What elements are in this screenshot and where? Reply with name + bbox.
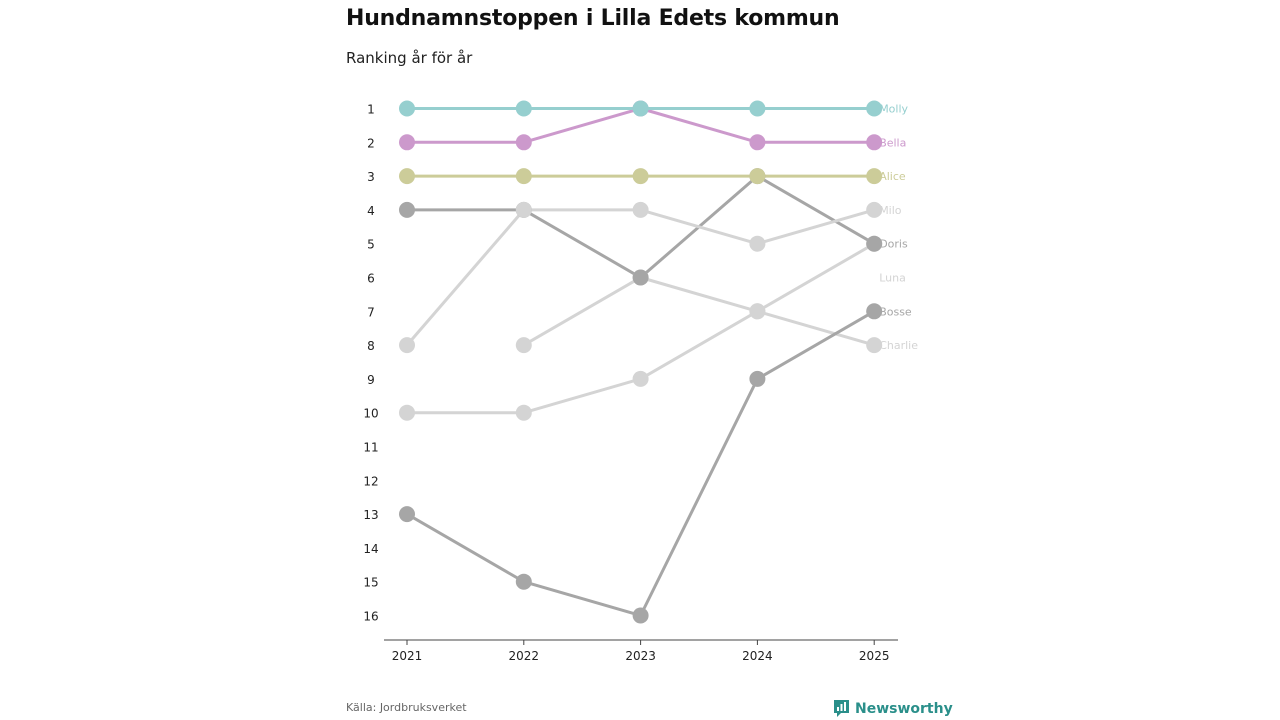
y-tick-label: 4 (367, 204, 375, 218)
point-doris-2023 (632, 269, 649, 286)
end-label-bella: Bella (879, 136, 906, 149)
y-tick-label: 14 (363, 542, 378, 556)
series-line-luna (405, 242, 876, 415)
point-alice-2021 (399, 168, 415, 185)
point-bosse-2023 (632, 607, 649, 624)
point-charlie-2022 (515, 337, 532, 354)
end-label-molly: Molly (879, 103, 908, 116)
y-tick-label: 15 (363, 576, 378, 590)
point-bosse-2025 (866, 303, 883, 320)
point-luna-2024 (749, 303, 766, 320)
point-milo-2022 (515, 201, 532, 218)
point-milo-2025 (866, 201, 883, 218)
point-bosse-2024 (749, 370, 766, 387)
y-tick-label: 10 (363, 407, 378, 421)
y-tick-label: 1 (367, 103, 375, 117)
x-tick-label: 2024 (742, 649, 773, 663)
y-tick-label: 12 (363, 474, 378, 488)
series-line-charlie (522, 276, 876, 347)
end-label-milo: Milo (879, 204, 902, 217)
series-line-bosse (405, 309, 876, 617)
chart-title: Hundnamnstoppen i Lilla Edets kommun (346, 6, 840, 31)
point-alice-2022 (515, 168, 532, 185)
point-molly-2025 (866, 100, 883, 117)
point-doris-2021 (399, 201, 415, 218)
x-tick-label: 2023 (625, 649, 656, 663)
y-tick-label: 9 (367, 373, 375, 387)
point-molly-2023 (632, 100, 649, 117)
point-bella-2025 (866, 134, 883, 151)
end-label-bosse: Bosse (879, 305, 912, 318)
end-label-doris: Doris (879, 238, 908, 251)
source-note: Källa: Jordbruksverket (346, 701, 467, 714)
y-tick-label: 6 (367, 272, 375, 286)
point-bosse-2022 (515, 573, 532, 590)
point-molly-2022 (515, 100, 532, 117)
brand-name: Newsworthy (855, 700, 953, 717)
point-milo-2023 (632, 201, 649, 218)
y-tick-label: 13 (363, 508, 378, 522)
newsworthy-logo[interactable]: Newsworthy (833, 699, 953, 718)
point-luna-2022 (515, 404, 532, 421)
y-tick-label: 8 (367, 339, 375, 353)
x-tick-label: 2022 (509, 649, 540, 663)
point-bella-2021 (399, 134, 415, 151)
y-tick-label: 11 (363, 441, 378, 455)
point-luna-2023 (632, 370, 649, 387)
point-charlie-2025 (866, 337, 883, 354)
point-alice-2024 (749, 168, 766, 185)
point-molly-2024 (749, 100, 766, 117)
y-tick-label: 16 (363, 610, 378, 624)
end-label-charlie: Charlie (879, 339, 918, 352)
point-milo-2021 (399, 337, 415, 354)
x-tick-label: 2021 (392, 649, 423, 663)
point-alice-2025 (866, 168, 883, 185)
point-bella-2022 (515, 134, 532, 151)
point-doris-2025 (866, 235, 883, 252)
y-tick-label: 3 (367, 170, 375, 184)
y-tick-label: 7 (367, 305, 375, 319)
point-milo-2024 (749, 235, 766, 252)
chart-subtitle: Ranking år för år (346, 49, 473, 67)
y-tick-label: 5 (367, 238, 375, 252)
point-molly-2021 (399, 100, 415, 117)
y-tick-label: 2 (367, 136, 375, 150)
x-tick-label: 2025 (859, 649, 890, 663)
point-alice-2023 (632, 168, 649, 185)
point-bella-2024 (749, 134, 766, 151)
newsworthy-icon (834, 700, 849, 717)
end-label-alice: Alice (879, 170, 906, 183)
point-bosse-2021 (399, 506, 415, 523)
point-luna-2021 (399, 404, 415, 421)
end-label-luna: Luna (879, 272, 906, 285)
